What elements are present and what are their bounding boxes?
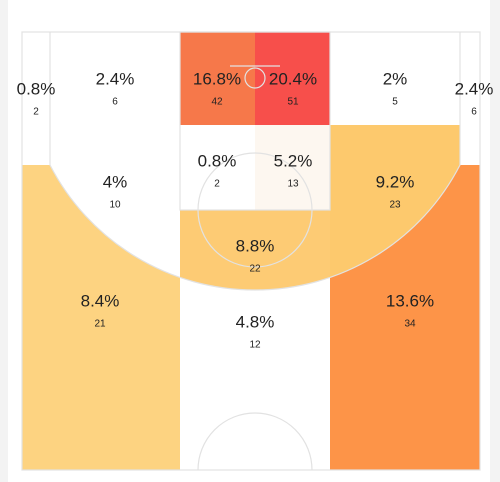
zone-percentage: 9.2%: [376, 172, 415, 191]
zone-percentage: 0.8%: [17, 79, 56, 98]
lane: [179, 31, 331, 211]
zone-count: 13: [287, 179, 299, 190]
zone: [330, 125, 460, 278]
zone: [180, 277, 330, 470]
zone-count: 34: [404, 319, 416, 330]
free-throw-circle: [197, 152, 313, 268]
zone-count: 6: [471, 107, 477, 118]
zone-percentage: 8.8%: [236, 236, 275, 255]
zone-count: 23: [389, 200, 401, 211]
zone: [50, 125, 180, 278]
three-point-line: [49, 32, 461, 291]
zone-count: 21: [94, 319, 106, 330]
zone-count: 22: [249, 264, 261, 275]
zone-percentage: 4%: [103, 172, 128, 191]
zone: [255, 32, 330, 125]
zone-count: 2: [214, 179, 220, 190]
center-circle: [197, 412, 313, 471]
hoop: [244, 67, 266, 89]
zone-count: 12: [249, 340, 261, 351]
zone: [460, 32, 480, 165]
zone-percentage: 8.4%: [81, 291, 120, 310]
zone-percentage: 2.4%: [96, 69, 135, 88]
zone-percentage: 2.4%: [455, 79, 494, 98]
zone-percentage: 0.8%: [198, 151, 237, 170]
zone-percentage: 20.4%: [269, 69, 317, 88]
zone-count: 51: [287, 97, 299, 108]
zone-count: 2: [33, 107, 39, 118]
zone: [180, 32, 255, 125]
zone-count: 6: [112, 97, 118, 108]
zone: [22, 32, 50, 165]
zone-count: 5: [392, 97, 398, 108]
zone-percentage: 4.8%: [236, 312, 275, 331]
zone-count: 42: [211, 97, 223, 108]
zone-percentage: 16.8%: [193, 69, 241, 88]
zone-percentage: 5.2%: [274, 151, 313, 170]
zone: [330, 165, 480, 470]
zone: [50, 32, 180, 125]
zone-percentage: 2%: [383, 69, 408, 88]
zone-percentage: 13.6%: [386, 291, 434, 310]
zone: [330, 32, 460, 125]
court-lines: [21, 31, 481, 471]
zone: [22, 165, 180, 470]
zone: [180, 210, 330, 291]
zone-count: 10: [109, 200, 121, 211]
